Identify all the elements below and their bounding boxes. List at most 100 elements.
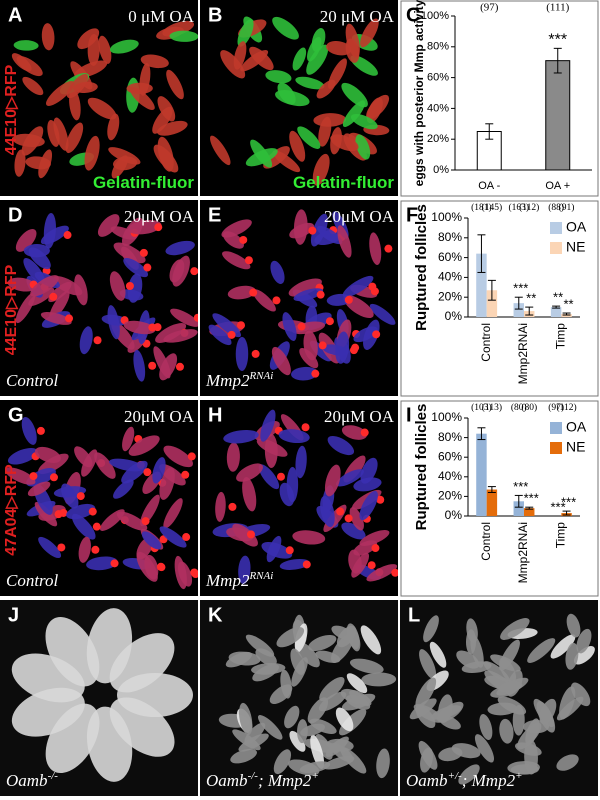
- egg: [208, 324, 232, 346]
- rfp-spot: [246, 530, 255, 539]
- y-tick-label: 0%: [433, 164, 449, 176]
- egg: [238, 733, 269, 752]
- egg: [420, 747, 434, 773]
- egg: [260, 409, 276, 442]
- rfp-spot: [228, 502, 237, 511]
- egg: [65, 122, 84, 154]
- egg: [566, 613, 581, 638]
- x-tick-label: Mmp2RNAi: [516, 522, 530, 583]
- x-tick-label: Mmp2RNAi: [516, 323, 530, 384]
- egg: [163, 329, 198, 343]
- panel-title: 20μM OA: [124, 207, 195, 226]
- egg: [34, 501, 58, 527]
- egg: [335, 469, 365, 487]
- egg: [15, 292, 36, 324]
- egg: [533, 698, 555, 728]
- significance: ***: [524, 491, 539, 506]
- egg: [13, 40, 39, 51]
- egg: [116, 511, 148, 531]
- rfp-spot: [54, 510, 63, 519]
- bar: [513, 303, 524, 317]
- panel-caption: Gelatin-fluor: [293, 173, 394, 192]
- image-panel: [400, 600, 598, 796]
- rfp-spot: [88, 507, 97, 516]
- caption-part: +/-: [448, 770, 462, 782]
- egg: [157, 136, 174, 172]
- egg: [223, 429, 259, 444]
- rfp-spot: [143, 263, 152, 272]
- genotype-label: 44E10▷RFP: [3, 64, 20, 155]
- egg: [272, 16, 299, 40]
- egg: [152, 457, 166, 484]
- egg: [573, 646, 595, 665]
- egg: [252, 289, 276, 312]
- egg: [122, 426, 135, 452]
- egg: [456, 650, 480, 669]
- panel-caption: Control: [6, 571, 59, 590]
- panel-title: 20μM OA: [324, 407, 395, 426]
- egg: [294, 623, 308, 653]
- egg: [79, 326, 93, 355]
- egg: [22, 76, 44, 96]
- egg: [235, 336, 249, 371]
- egg: [101, 314, 128, 326]
- egg: [295, 445, 307, 479]
- egg: [320, 495, 335, 528]
- egg: [270, 260, 285, 284]
- egg: [277, 82, 296, 105]
- legend-label: NE: [566, 239, 585, 255]
- egg: [109, 271, 126, 301]
- egg: [479, 714, 493, 740]
- egg: [27, 481, 51, 497]
- panel-caption: Oamb-/-; Mmp2+: [206, 770, 319, 790]
- egg: [225, 651, 253, 668]
- egg: [78, 536, 91, 563]
- egg: [249, 46, 274, 71]
- n-label: (88): [548, 202, 564, 213]
- egg: [215, 491, 226, 522]
- n-label: (112): [519, 202, 539, 213]
- rfp-spot: [156, 562, 165, 571]
- egg: [45, 80, 75, 106]
- rfp-spot: [193, 313, 198, 322]
- egg: [45, 617, 100, 687]
- egg: [15, 229, 37, 252]
- egg: [350, 113, 378, 130]
- egg: [487, 702, 517, 716]
- egg: [353, 326, 378, 343]
- rfp-spot: [336, 507, 345, 516]
- egg: [38, 536, 62, 559]
- egg: [556, 754, 579, 771]
- egg: [119, 289, 144, 301]
- significance: ***: [561, 495, 576, 510]
- egg: [348, 549, 362, 574]
- egg: [327, 435, 355, 456]
- egg: [276, 627, 305, 648]
- egg: [316, 225, 343, 245]
- egg: [256, 438, 288, 457]
- legend-label: OA: [566, 219, 587, 235]
- image-panel: [0, 400, 198, 596]
- egg: [289, 130, 306, 162]
- egg: [349, 658, 384, 674]
- caption-part: Control: [6, 371, 59, 390]
- rfp-spot: [276, 472, 285, 481]
- egg: [223, 231, 244, 249]
- panel-letter: L: [408, 604, 420, 626]
- egg: [284, 705, 300, 729]
- rfp-spot: [65, 314, 74, 323]
- rfp-spot: [372, 330, 381, 339]
- bar: [545, 60, 571, 171]
- y-tick-label: 60%: [438, 449, 462, 463]
- egg: [28, 247, 51, 270]
- egg: [307, 697, 329, 724]
- rfp-spot: [371, 544, 380, 553]
- egg: [81, 449, 98, 477]
- y-tick-label: 0%: [445, 508, 463, 522]
- egg: [155, 323, 187, 343]
- egg: [128, 435, 160, 456]
- egg: [341, 82, 368, 108]
- caption-part: RNAi: [248, 570, 273, 582]
- panel-letter: J: [8, 604, 19, 626]
